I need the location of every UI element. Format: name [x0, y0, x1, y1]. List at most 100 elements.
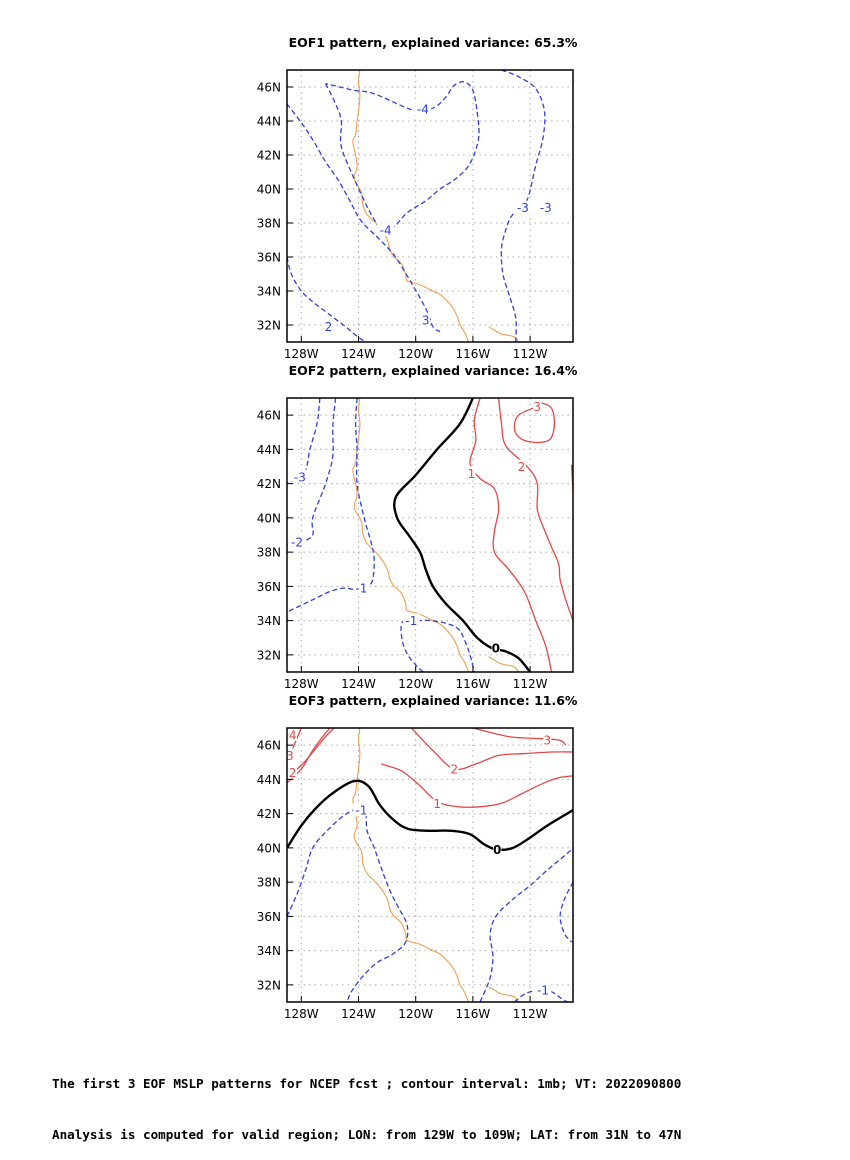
contour-label-bg	[414, 102, 432, 116]
lon-tick-label: 120W	[398, 347, 433, 361]
contour-label: -1	[537, 984, 549, 998]
contour-line	[410, 728, 573, 771]
contour-label: -2	[291, 535, 303, 549]
lat-tick-label: 44N	[257, 773, 281, 787]
lat-tick-label: 38N	[257, 217, 281, 231]
lon-tick-label: 116W	[456, 347, 491, 361]
contour-line	[559, 881, 573, 943]
contour-label: -3	[294, 470, 306, 484]
contour-label-bg	[285, 748, 295, 762]
lat-tick-label: 34N	[257, 614, 281, 628]
lat-tick-label: 32N	[257, 648, 281, 662]
caption-line-1: The first 3 EOF MSLP patterns for NCEP f…	[52, 1076, 682, 1091]
contour-label: -1	[355, 804, 367, 818]
contour-line	[469, 398, 553, 672]
contour-label-bg	[537, 200, 555, 214]
contour-label-bg	[352, 803, 370, 817]
contour-line	[290, 728, 335, 775]
panel-title: EOF3 pattern, explained variance: 11.6%	[289, 693, 578, 708]
coastline	[352, 398, 470, 672]
lat-tick-label: 38N	[257, 876, 281, 890]
lon-tick-label: 112W	[513, 1007, 548, 1021]
grid	[287, 70, 573, 342]
lon-tick-label: 112W	[513, 347, 548, 361]
contour-label: 3	[533, 400, 541, 414]
contour-label: 3	[286, 749, 294, 763]
contour-line	[381, 763, 573, 808]
contour-label-bg	[288, 765, 297, 779]
contour-label: -3	[540, 201, 552, 215]
lat-tick-label: 34N	[257, 944, 281, 958]
lat-tick-label: 44N	[257, 115, 281, 129]
lat-tick-label: 42N	[257, 149, 281, 163]
contour-label: 2	[450, 763, 458, 777]
contour-label-bg	[450, 762, 459, 776]
contour-line	[287, 807, 409, 1002]
lon-tick-label: 124W	[341, 677, 376, 691]
lat-tick-label: 32N	[257, 319, 281, 333]
coastline	[352, 728, 470, 1002]
contour-label: 3	[422, 313, 430, 327]
contour-label-bg	[288, 534, 306, 548]
contour-line	[513, 402, 556, 444]
contour-label: 2	[518, 460, 526, 474]
contour-label: -3	[517, 201, 529, 215]
contour-label-bg	[324, 319, 333, 333]
lon-tick-label: 120W	[398, 1007, 433, 1021]
contour-label: 4	[289, 728, 297, 742]
contour-label-bg	[493, 842, 502, 856]
lon-tick-label: 124W	[341, 347, 376, 361]
lat-tick-label: 40N	[257, 183, 281, 197]
lon-tick-label: 116W	[456, 677, 491, 691]
contour-label-bg	[543, 732, 552, 746]
lat-tick-label: 34N	[257, 285, 281, 299]
contour-line	[472, 728, 567, 746]
contour-line	[287, 779, 573, 852]
contour-label: 1	[433, 797, 441, 811]
lon-tick-label: 128W	[284, 1007, 319, 1021]
contour-label: 0	[492, 642, 500, 656]
contour-line	[479, 849, 573, 1002]
contour-label-bg	[467, 466, 476, 480]
lat-tick-label: 36N	[257, 910, 281, 924]
eof-figure: EOF1 pattern, explained variance: 65.3% -…	[257, 35, 578, 1021]
eof-panel-3: EOF3 pattern, explained variance: 11.6% 0…	[257, 693, 578, 1021]
lat-tick-label: 42N	[257, 477, 281, 491]
grid	[287, 398, 573, 672]
lat-tick-label: 32N	[257, 978, 281, 992]
coastline-gulf	[488, 656, 520, 672]
contour-line	[497, 398, 573, 621]
contour-line	[287, 103, 441, 333]
lon-tick-label: 116W	[456, 1007, 491, 1021]
coastline-gulf	[488, 986, 520, 1002]
contour-label: -4	[380, 223, 392, 237]
lon-tick-label: 124W	[341, 1007, 376, 1021]
lat-tick-label: 38N	[257, 546, 281, 560]
contour-label-bg	[377, 222, 395, 236]
contour-label: 3	[543, 733, 551, 747]
contour-label: -1	[405, 614, 417, 628]
panel-title: EOF2 pattern, explained variance: 16.4%	[289, 363, 578, 378]
lon-tick-label: 120W	[398, 677, 433, 691]
coastline-gulf	[488, 326, 520, 342]
contour-label: 1	[468, 467, 476, 481]
lon-tick-label: 128W	[284, 347, 319, 361]
contour-label: -1	[355, 582, 367, 596]
grid	[287, 728, 573, 1002]
lat-tick-label: 36N	[257, 580, 281, 594]
lat-tick-label: 46N	[257, 409, 281, 423]
lat-tick-label: 46N	[257, 739, 281, 753]
contour-label-bg	[288, 727, 297, 741]
eof-panel-2: EOF2 pattern, explained variance: 16.4% 0…	[257, 363, 578, 691]
contour-label-bg	[491, 641, 500, 655]
caption-line-2: Analysis is computed for valid region; L…	[52, 1127, 682, 1142]
coastline	[352, 70, 470, 342]
contour-line	[325, 81, 480, 231]
contour-label-bg	[514, 200, 532, 214]
contour-label-bg	[534, 983, 552, 997]
panel-frame	[286, 397, 574, 673]
contour-line	[287, 398, 375, 613]
panel-title: EOF1 pattern, explained variance: 65.3%	[289, 35, 578, 50]
lat-tick-label: 36N	[257, 251, 281, 265]
lat-tick-label: 46N	[257, 81, 281, 95]
